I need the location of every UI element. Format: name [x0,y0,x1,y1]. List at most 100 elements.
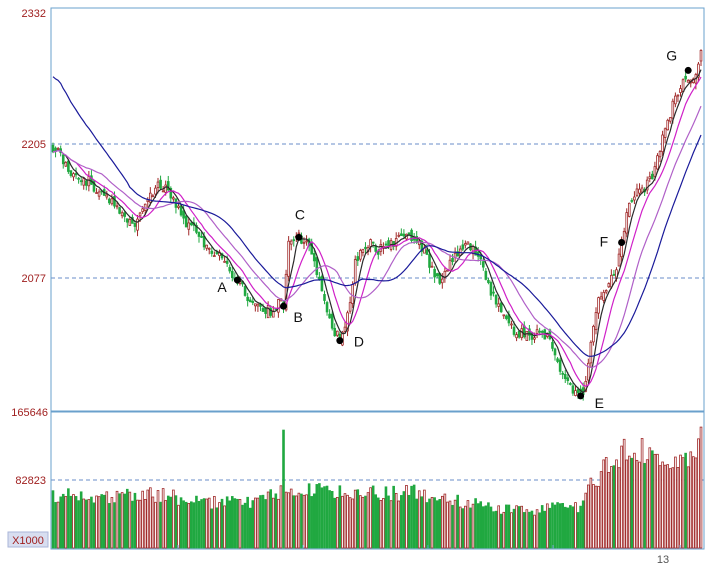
volume-bar [489,506,493,549]
volume-bar [151,496,155,549]
candle [325,300,329,316]
annotation-point-g [684,66,692,74]
candle [617,248,621,267]
volume-bar [54,502,57,549]
volume-bar [382,498,385,549]
volume-bar [277,498,280,549]
volume-bar [571,506,575,549]
volume-bar [351,498,354,549]
candle [648,171,652,183]
volume-bar [138,499,142,549]
candle [684,71,687,83]
volume-bar [238,499,242,549]
volume-bar [602,459,605,549]
candle [451,253,454,266]
candle [95,188,98,194]
volume-bar [295,495,298,549]
volume-bar [346,494,349,549]
candle [79,176,83,186]
volume-bar [146,489,150,549]
volume-bar [230,496,234,549]
volume-bar [118,493,121,549]
volume-bar [271,497,275,549]
candle [627,202,631,218]
candle [589,340,593,368]
candle [230,266,234,282]
volume-bar [366,492,370,549]
volume-bars-group [51,426,703,549]
candle [525,330,529,341]
volume-bar [648,447,652,549]
volume-bar [90,496,93,549]
volume-bar [515,505,518,549]
volume-bar [420,496,424,549]
candle [169,186,173,203]
candle [651,170,654,180]
volume-bar [141,490,144,549]
candle [184,215,188,228]
candle [602,289,605,304]
volume-bar [484,505,488,549]
candle [348,296,352,314]
volume-bar [397,500,401,549]
volume-bar [653,453,657,549]
volume-bar [581,500,585,549]
candle [243,285,247,297]
candle [499,302,503,313]
candle [195,222,198,235]
candle [92,180,96,193]
candle [320,274,324,292]
volume-bar [246,496,249,549]
volume-bar [136,499,139,549]
x-tick-label-13: 13 [657,554,669,566]
volume-bar [627,455,631,549]
candle [136,214,139,237]
annotation-label-e: E [595,395,604,411]
volume-bar [279,485,283,549]
volume-bar [461,508,465,549]
volume-bar [658,465,662,549]
candles-group [51,49,703,401]
candle [246,292,249,307]
candle [686,79,690,83]
candle [663,127,667,144]
volume-bar [512,508,516,549]
volume-bar [494,510,498,549]
volume-bar [510,512,513,549]
volume-bar [566,507,570,549]
volume-bar [517,506,521,549]
candle [461,239,465,252]
moving-average-line-5 [52,69,702,394]
volume-bar [528,511,531,549]
volume-bar [243,502,247,549]
volume-bar [264,499,267,549]
volume-bar [225,496,229,549]
volume-bar [556,502,559,549]
moving-average-line-30 [52,76,702,357]
volume-bar [587,484,590,549]
volume-bar [576,512,580,549]
volume-bar [563,506,567,549]
volume-bar [254,497,257,549]
candle [166,175,170,193]
y-tick-label-2205: 2205 [22,139,46,151]
volume-bar [123,493,127,549]
volume-bar [154,501,157,549]
candle [551,339,554,352]
candle [635,183,639,198]
volume-bar [79,491,83,549]
volume-bar [105,491,109,549]
volume-bar [77,500,80,549]
candle [123,210,127,223]
volume-bar [520,505,524,549]
candle [356,251,360,266]
candle [464,240,467,249]
candle [248,297,252,303]
annotations-group: A B C D E F G [217,47,692,411]
volume-bar [543,510,547,549]
candle [336,330,339,338]
volume-bar [336,497,339,549]
volume-bar [61,493,65,549]
volume-bar [51,490,55,549]
